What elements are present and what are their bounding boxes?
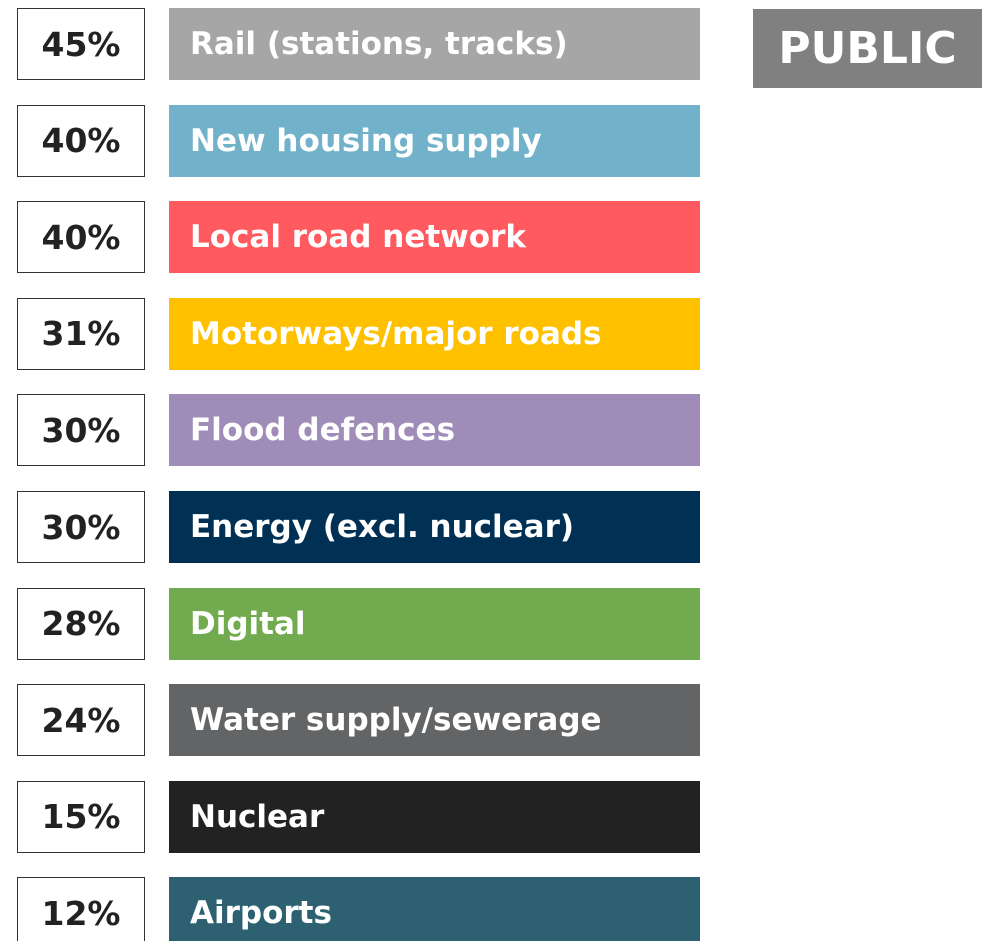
percent-box: 12%: [17, 877, 145, 941]
category-bar: Digital: [169, 587, 700, 660]
category-bar: Water supply/sewerage: [169, 684, 700, 757]
public-tag: PUBLIC: [753, 9, 982, 88]
percent-box: 28%: [17, 587, 145, 660]
percent-box: 15%: [17, 780, 145, 853]
percent-box: 30%: [17, 394, 145, 467]
percent-box: 45%: [17, 8, 145, 80]
percent-box: 31%: [17, 297, 145, 370]
percent-box: 40%: [17, 201, 145, 274]
percent-box: 40%: [17, 104, 145, 177]
percent-box: 30%: [17, 491, 145, 563]
category-bar: Energy (excl. nuclear): [169, 491, 700, 563]
category-bar: Rail (stations, tracks): [169, 8, 700, 80]
category-bar: Airports: [169, 877, 700, 941]
category-bar: Flood defences: [169, 394, 700, 467]
category-bar: Motorways/major roads: [169, 297, 700, 370]
category-bar: Nuclear: [169, 780, 700, 853]
percent-box: 24%: [17, 684, 145, 757]
category-bar: Local road network: [169, 201, 700, 274]
category-bar: New housing supply: [169, 104, 700, 177]
